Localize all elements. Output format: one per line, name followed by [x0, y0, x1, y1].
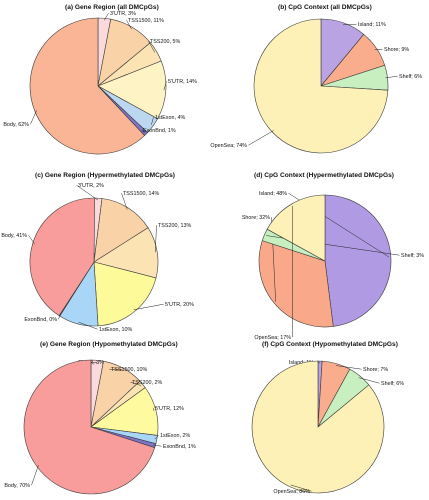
slice-label-body: Body, 70%	[4, 483, 30, 489]
leader-line	[30, 110, 37, 125]
pie-slice-body	[29, 197, 95, 317]
slice-label-opensea: OpenSea; 17%	[254, 335, 291, 341]
slice-label-1stexon: 1stExon, 4%	[155, 115, 185, 121]
leader-line	[153, 444, 162, 447]
leader-line	[335, 365, 362, 370]
pie-slice-body	[29, 17, 145, 155]
slice-label-shelf: Shelf; 6%	[381, 381, 404, 387]
leader-line	[78, 321, 98, 330]
leader-line	[163, 81, 167, 91]
slice-label-shore: Shore; 9%	[384, 47, 409, 53]
leader-line	[121, 193, 128, 210]
leader-line	[248, 130, 274, 146]
slice-label-3-utr: 3'UTR, 3%	[110, 11, 136, 17]
pie-slice-opensea	[253, 18, 389, 154]
slice-label-body: Body, 41%	[1, 233, 27, 239]
leader-line	[290, 484, 312, 492]
leader-line	[58, 314, 61, 320]
slice-label-tss200: TSS200, 13%	[158, 223, 191, 229]
chart-panel-f: (f) CpG Context (Hypomethylated DMCpGs)I…	[251, 341, 404, 495]
leader-line	[31, 465, 39, 486]
pie-slice-5-utr	[93, 261, 157, 327]
chart-panel-d: (d) CpG Context (Hypermethylated DMCpGs)…	[242, 172, 424, 341]
slice-label-tss200: TSS200, 5%	[150, 39, 180, 45]
chart-panel-b: (b) CpG Context (all DMCpGs) Island; 11% S…	[210, 4, 422, 154]
leader-line	[103, 13, 109, 21]
panel-title: (d) CpG Context (Hypermethylated DMCpGs)	[254, 172, 394, 179]
slice-label-1stexon: 1stExon, 2%	[160, 433, 190, 439]
panel-title: (f) CpG Context (Hypomethylated DMCpGs)	[262, 341, 398, 348]
slice-label-shore: Shore; 32%	[242, 215, 270, 221]
leader-line	[154, 435, 159, 440]
slice-label-exonbnd: ExonBnd, 1%	[163, 444, 196, 450]
panel-title: (e) Gene Region (Hypomethylated DMCpGs)	[40, 341, 178, 348]
pie-slice-opensea	[266, 194, 326, 262]
leader-line	[342, 23, 357, 26]
chart-panel-e: (e) Gene Region (Hypomethylated DMCpGs)3…	[4, 341, 196, 495]
slice-label-body: Body, 62%	[3, 122, 29, 128]
leader-line	[133, 303, 164, 311]
slice-label-tss1500: TSS1500, 11%	[128, 18, 164, 24]
leader-line	[109, 368, 123, 371]
slice-label-island: Island; 11%	[358, 22, 386, 28]
slice-label-tss1500: TSS1500, 14%	[123, 191, 159, 197]
leader-line	[130, 381, 142, 386]
pie-slice-body	[23, 359, 156, 495]
slice-label-5-utr: 5'UTR, 20%	[165, 302, 194, 308]
slice-label-shore: Shore; 7%	[363, 367, 388, 373]
slice-label-shelf: Shelf; 3%	[401, 253, 424, 259]
chart-panel-a: (a) Gene Region (all DMCpGs)3'UTR, 3%TSS…	[3, 4, 197, 155]
pie-slice-5-utr	[97, 60, 167, 120]
slice-label-3-utr: 3'UTR, 2%	[78, 183, 104, 189]
panel-title: (a) Gene Region (all DMCpGs)	[65, 4, 159, 11]
slice-label-5-utr: 5'UTR, 14%	[168, 79, 197, 85]
leader-line	[141, 130, 145, 133]
slice-label-5-utr: 5'UTR, 12%	[155, 406, 184, 412]
pie-slice-opensea	[251, 360, 385, 494]
slice-label-exonbnd: ExonBnd, 1%	[143, 128, 176, 134]
slice-label-tss200: TSS200, 2%	[132, 380, 162, 386]
slice-label-opensea: OpenSea; 74%	[210, 143, 247, 149]
leader-line	[385, 75, 398, 79]
leader-line	[76, 184, 99, 201]
pie-slice-island	[324, 194, 392, 327]
pie-slice-tss1500	[93, 198, 149, 263]
leader-line	[155, 225, 157, 253]
slice-label-1stexon: 1stExon, 10%	[99, 327, 132, 333]
slice-label-shelf: Shelf; 6%	[399, 74, 422, 80]
leader-line	[358, 377, 380, 384]
leader-line	[151, 117, 154, 125]
pie-slice-shore	[258, 240, 334, 328]
slice-label-island: Island; 48%	[259, 191, 287, 197]
slice-label-exonbnd: ExonBnd, 0%	[24, 317, 57, 323]
chart-panel-c: (c) Gene Region (Hypermethylated DMCpGs)…	[1, 172, 194, 333]
slice-label-tss1500: TSS1500, 10%	[111, 367, 147, 373]
slice-label-opensea: OpenSea; 86%	[273, 489, 310, 495]
leader-line	[148, 41, 155, 53]
panel-title: (c) Gene Region (Hypermethylated DMCpGs)	[35, 172, 175, 179]
panel-title: (b) CpG Context (all DMCpGs)	[278, 4, 372, 11]
leader-line	[126, 20, 132, 30]
leader-line	[28, 235, 35, 245]
